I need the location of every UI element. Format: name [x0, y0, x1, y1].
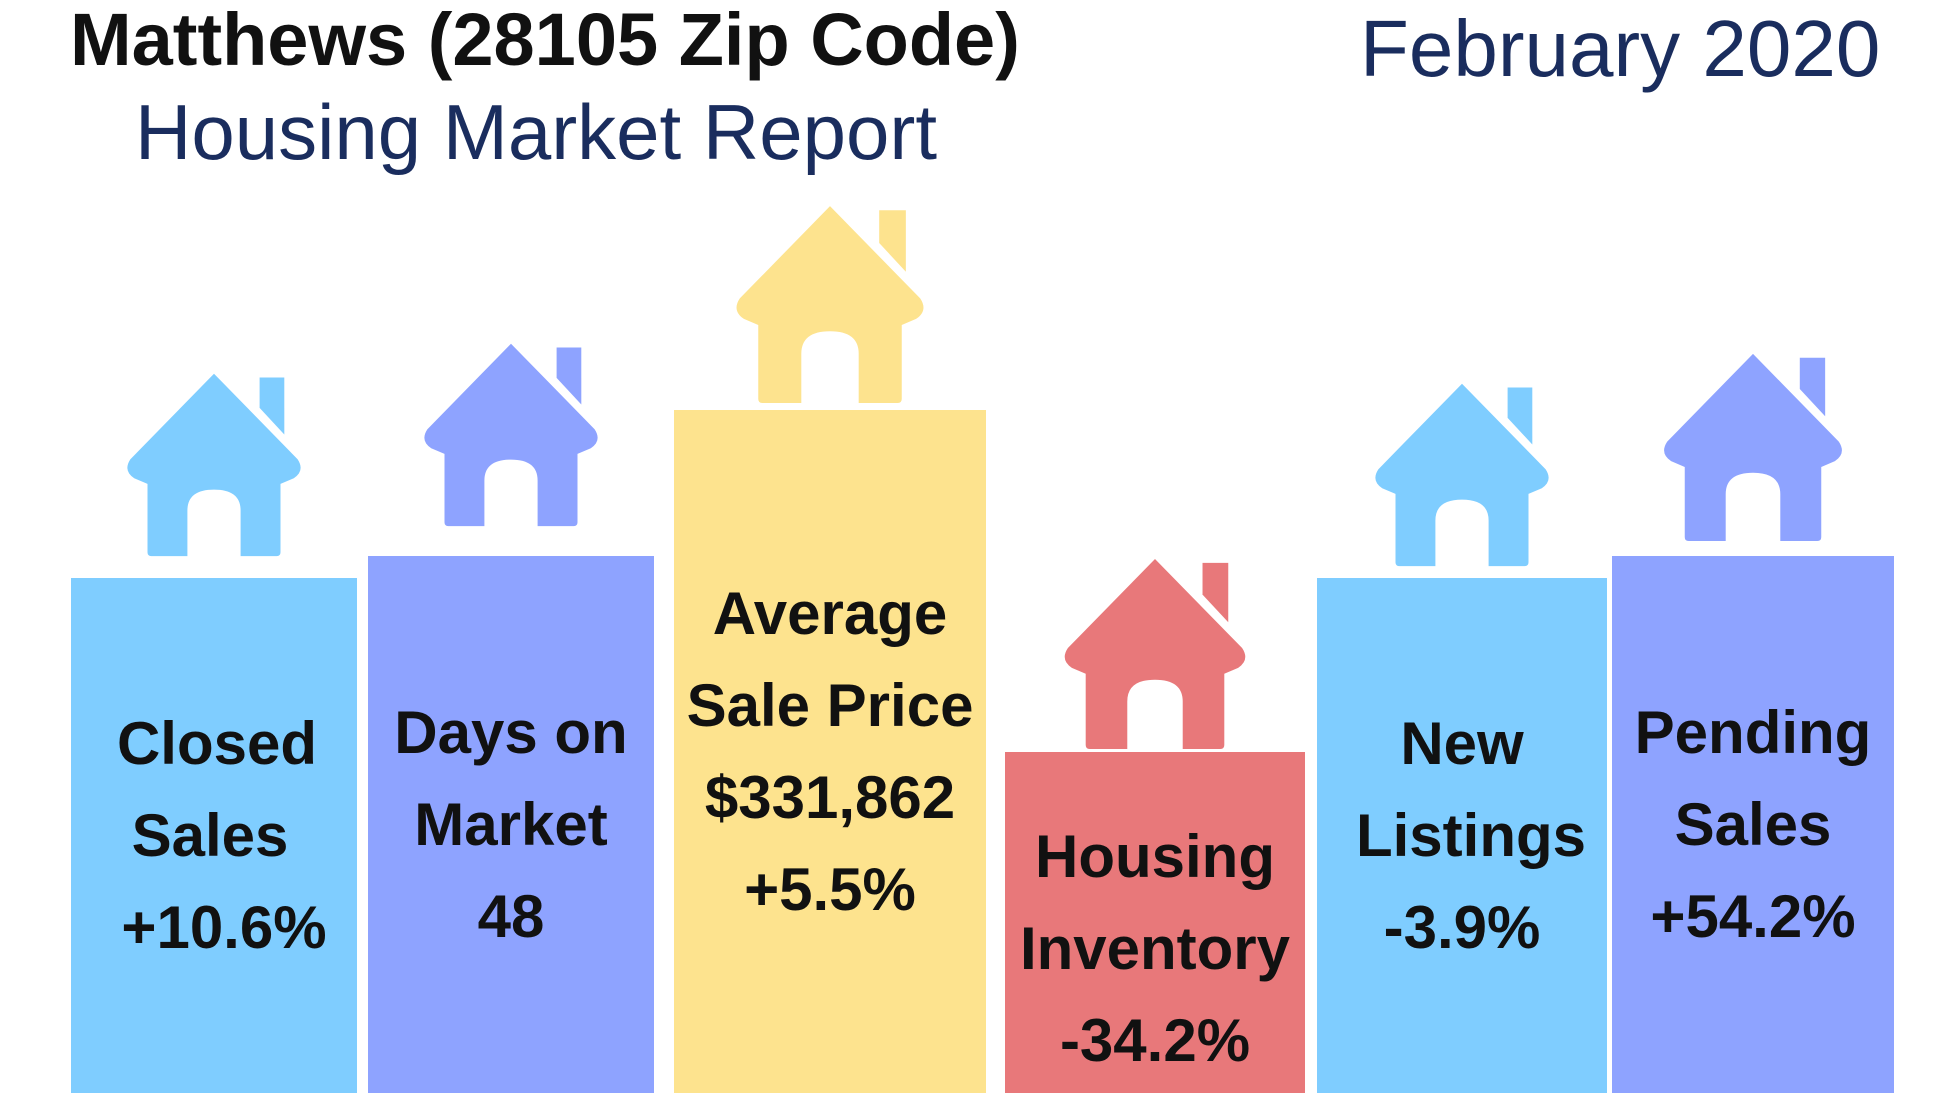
stat-label: Sales: [131, 801, 289, 869]
house-icon: [406, 338, 616, 528]
stat-label: Listings: [1355, 801, 1586, 869]
stat-value: +10.6%: [121, 893, 327, 961]
stat-bar: Average Sale Price $331,862 +5.5%: [674, 410, 986, 1093]
stat-label: Housing: [1035, 823, 1275, 890]
stat-label: New: [1400, 709, 1524, 777]
house-icon: [1353, 378, 1571, 568]
report-subtitle: Housing Market Report: [135, 88, 938, 176]
stat-bar: Days on Market 48: [368, 556, 654, 1093]
stat-days-on-market: Days on Market 48: [368, 338, 654, 1093]
report-date: February 2020: [1360, 4, 1881, 93]
stat-bar: New Listings -3.9%: [1317, 578, 1607, 1093]
house-icon: [109, 368, 319, 558]
house-icon: [1644, 348, 1862, 543]
stat-value: +5.5%: [744, 855, 916, 923]
stat-label: Pending: [1634, 698, 1872, 766]
stat-label: Sale Price: [686, 671, 974, 739]
stat-label: Sales: [1674, 790, 1832, 858]
stat-new-listings: New Listings -3.9%: [1317, 378, 1607, 1093]
stat-value: -3.9%: [1383, 893, 1541, 961]
stat-label: Average: [712, 579, 948, 647]
stat-bar: Housing Inventory -34.2%: [1005, 752, 1305, 1093]
stat-label: Market: [414, 790, 608, 858]
house-icon: [716, 200, 944, 405]
stat-value: +54.2%: [1650, 882, 1856, 950]
stat-label: Closed: [116, 709, 318, 777]
stat-bar: Closed Sales +10.6%: [71, 578, 357, 1093]
stat-pending-sales: Pending Sales +54.2%: [1612, 348, 1894, 1093]
stat-closed-sales: Closed Sales +10.6%: [71, 368, 357, 1093]
stat-value: 48: [477, 882, 545, 950]
stat-label: Days on: [394, 698, 628, 766]
stat-bar: Pending Sales +54.2%: [1612, 556, 1894, 1093]
house-icon: [1044, 553, 1266, 751]
stat-value: -34.2%: [1059, 1007, 1251, 1074]
stat-housing-inventory: Housing Inventory -34.2%: [1005, 553, 1305, 1093]
stat-value-main: $331,862: [704, 763, 956, 831]
stat-average-sale-price: Average Sale Price $331,862 +5.5%: [674, 200, 986, 1093]
report-title: Matthews (28105 Zip Code): [70, 0, 1020, 81]
stat-label: Inventory: [1019, 915, 1291, 982]
